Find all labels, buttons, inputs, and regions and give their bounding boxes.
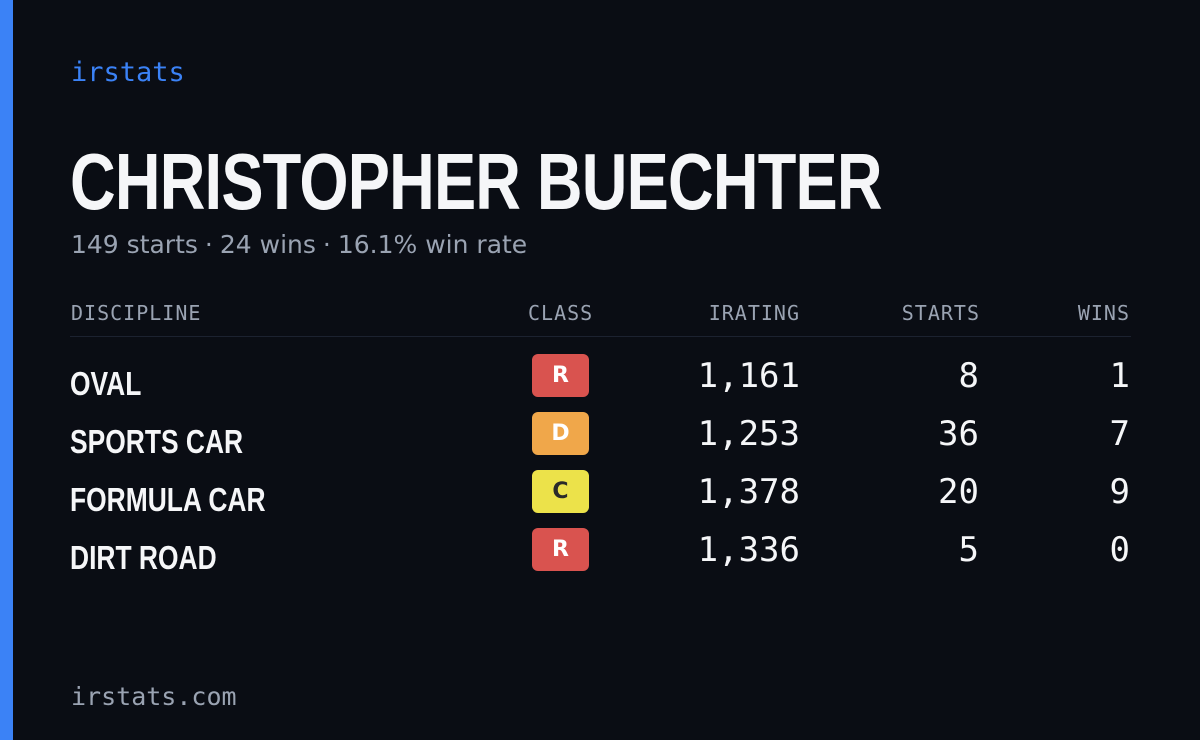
brand-logo-text: irstats (71, 57, 185, 88)
irating-value: 1,378 (697, 472, 800, 512)
driver-name: CHRISTOPHER BUECHTER (70, 137, 883, 226)
table-row: DIRT ROAD R 1,336 5 0 (0, 528, 1200, 586)
table-row: OVAL R 1,161 8 1 (0, 354, 1200, 412)
header-wins: WINS (1077, 301, 1130, 325)
wins-value: 0 (1109, 530, 1130, 570)
starts-value: 20 (938, 472, 979, 512)
table-row: SPORTS CAR D 1,253 36 7 (0, 412, 1200, 470)
wins-value: 9 (1109, 472, 1130, 512)
header-class: CLASS (528, 301, 594, 325)
summary-win-rate: 16.1% win rate (337, 230, 528, 259)
wins-value: 1 (1109, 356, 1130, 396)
driver-summary: 149 starts · 24 wins · 16.1% win rate (71, 228, 527, 262)
summary-wins: 24 wins (219, 230, 316, 259)
class-badge: C (532, 470, 589, 513)
class-badge: D (532, 412, 589, 455)
summary-starts: 149 starts (71, 230, 198, 259)
accent-bar (0, 0, 13, 740)
irating-value: 1,161 (697, 356, 800, 396)
summary-separator: · (322, 230, 331, 259)
starts-value: 36 (938, 414, 979, 454)
header-starts: STARTS (901, 301, 980, 325)
header-divider (70, 336, 1131, 337)
discipline-name: SPORTS CAR (70, 423, 244, 460)
wins-value: 7 (1109, 414, 1130, 454)
header-irating: IRATING (708, 301, 800, 325)
discipline-name: OVAL (70, 365, 142, 402)
class-badge: R (532, 528, 589, 571)
irating-value: 1,253 (697, 414, 800, 454)
discipline-name: FORMULA CAR (70, 481, 266, 518)
table-row: FORMULA CAR C 1,378 20 9 (0, 470, 1200, 528)
starts-value: 5 (958, 530, 979, 570)
footer-site-url: irstats.com (71, 682, 237, 711)
header-discipline: DISCIPLINE (71, 301, 202, 325)
discipline-name: DIRT ROAD (70, 539, 217, 576)
irating-value: 1,336 (697, 530, 800, 570)
starts-value: 8 (958, 356, 979, 396)
class-badge: R (532, 354, 589, 397)
summary-separator: · (204, 230, 213, 259)
